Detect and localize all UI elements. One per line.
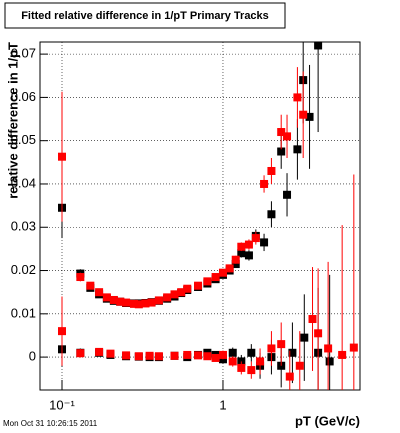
y-tick-label: 0.05 bbox=[11, 132, 36, 147]
marker bbox=[177, 288, 186, 297]
marker bbox=[277, 340, 286, 349]
marker bbox=[122, 351, 131, 360]
marker bbox=[170, 351, 179, 360]
marker bbox=[244, 251, 253, 260]
y-tick-label: 0.07 bbox=[11, 46, 36, 61]
marker bbox=[277, 147, 286, 156]
marker bbox=[203, 277, 212, 286]
marker bbox=[95, 288, 104, 297]
marker bbox=[285, 372, 294, 381]
marker bbox=[145, 351, 154, 360]
timestamp: Mon Oct 31 10:26:15 2011 bbox=[3, 419, 98, 428]
marker bbox=[228, 348, 237, 357]
marker bbox=[134, 300, 143, 309]
y-tick-label: 0.01 bbox=[11, 305, 36, 320]
marker bbox=[211, 273, 220, 282]
marker bbox=[231, 260, 240, 269]
marker bbox=[325, 357, 334, 366]
marker bbox=[251, 234, 260, 243]
plot-frame bbox=[39, 41, 361, 391]
marker bbox=[260, 179, 269, 188]
marker bbox=[95, 347, 104, 356]
marker bbox=[134, 352, 143, 361]
marker bbox=[194, 281, 203, 290]
y-tick-label: 0.02 bbox=[11, 262, 36, 277]
marker bbox=[293, 145, 302, 154]
marker bbox=[163, 293, 172, 302]
marker bbox=[116, 297, 125, 306]
marker bbox=[299, 110, 308, 119]
marker bbox=[324, 344, 333, 353]
marker bbox=[147, 298, 156, 307]
y-axis-title: relative difference in 1/pT bbox=[5, 42, 20, 199]
marker bbox=[106, 349, 115, 358]
marker bbox=[247, 348, 256, 357]
chart-title: Fitted relative difference in 1/pT Prima… bbox=[21, 10, 269, 22]
marker bbox=[308, 315, 317, 324]
marker bbox=[283, 190, 292, 199]
x-tick-label: 1 bbox=[219, 397, 226, 412]
marker bbox=[231, 255, 240, 264]
marker bbox=[295, 361, 304, 370]
marker bbox=[338, 350, 347, 359]
marker bbox=[183, 350, 192, 359]
marker bbox=[102, 293, 111, 302]
marker bbox=[228, 357, 237, 366]
marker bbox=[256, 357, 265, 366]
marker bbox=[283, 132, 292, 141]
marker bbox=[237, 249, 246, 258]
marker bbox=[86, 281, 95, 290]
y-tick-label: 0.03 bbox=[11, 219, 36, 234]
y-tick-label: 0 bbox=[29, 349, 36, 364]
marker bbox=[267, 210, 276, 219]
marker bbox=[267, 166, 276, 175]
marker bbox=[194, 351, 203, 360]
marker bbox=[170, 290, 179, 299]
y-tick-label: 0.04 bbox=[11, 175, 36, 190]
marker bbox=[141, 299, 150, 308]
marker bbox=[314, 329, 323, 338]
marker bbox=[76, 349, 85, 358]
marker bbox=[109, 295, 118, 304]
marker bbox=[154, 352, 163, 361]
marker bbox=[247, 366, 256, 375]
marker bbox=[244, 240, 253, 249]
marker bbox=[237, 363, 246, 372]
x-axis-title: pT (GeV/c) bbox=[295, 413, 360, 428]
marker bbox=[237, 242, 246, 251]
x-tick-label: 10⁻¹ bbox=[49, 397, 75, 412]
marker bbox=[305, 112, 314, 121]
marker bbox=[218, 268, 227, 277]
marker bbox=[183, 284, 192, 293]
marker bbox=[203, 352, 212, 361]
marker bbox=[58, 327, 67, 336]
marker bbox=[154, 296, 163, 305]
title-box bbox=[4, 2, 286, 29]
marker bbox=[300, 333, 309, 342]
marker bbox=[129, 299, 138, 308]
marker bbox=[277, 128, 286, 137]
marker bbox=[211, 353, 220, 362]
marker bbox=[76, 273, 85, 282]
marker bbox=[349, 343, 358, 352]
marker bbox=[314, 41, 323, 50]
y-tick-label: 0.06 bbox=[11, 89, 36, 104]
marker bbox=[58, 152, 67, 161]
marker bbox=[218, 350, 227, 359]
marker bbox=[267, 344, 276, 353]
marker bbox=[293, 93, 302, 102]
marker bbox=[225, 264, 234, 273]
marker bbox=[260, 238, 269, 247]
marker bbox=[122, 298, 131, 307]
marker bbox=[288, 348, 297, 357]
